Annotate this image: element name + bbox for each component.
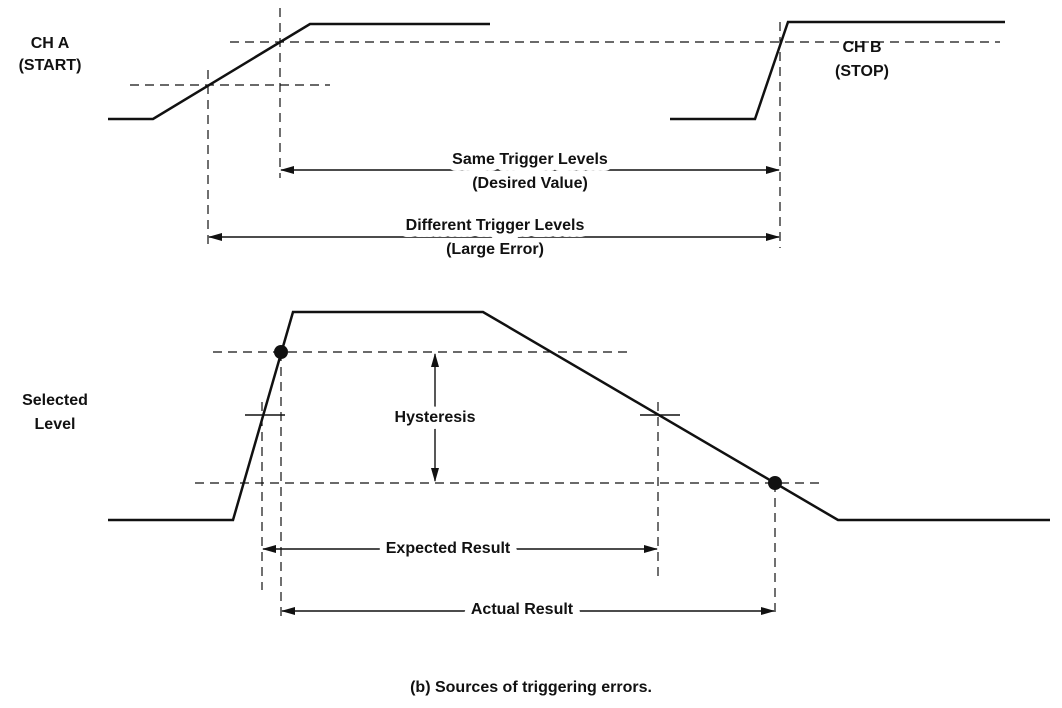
label: Same Trigger Levels — [452, 151, 608, 168]
trigger-point — [768, 476, 782, 490]
caption: (b) Sources of triggering errors. — [410, 679, 652, 696]
label: Expected Result — [386, 540, 511, 557]
label: Level — [35, 416, 76, 433]
label: CH A — [31, 35, 70, 52]
label: (STOP) — [835, 63, 889, 80]
trigger-point — [274, 345, 288, 359]
label: Selected — [22, 392, 88, 409]
label: (Desired Value) — [472, 175, 588, 192]
label: Different Trigger Levels — [406, 217, 585, 234]
label: (START) — [19, 57, 82, 74]
label: Hysteresis — [395, 409, 476, 426]
label: CH B — [842, 39, 881, 56]
waveform — [108, 310, 1050, 522]
waveform-a — [108, 22, 490, 121]
label: (Large Error) — [446, 241, 544, 258]
label: Actual Result — [471, 601, 574, 618]
waveform-b — [670, 20, 1005, 121]
